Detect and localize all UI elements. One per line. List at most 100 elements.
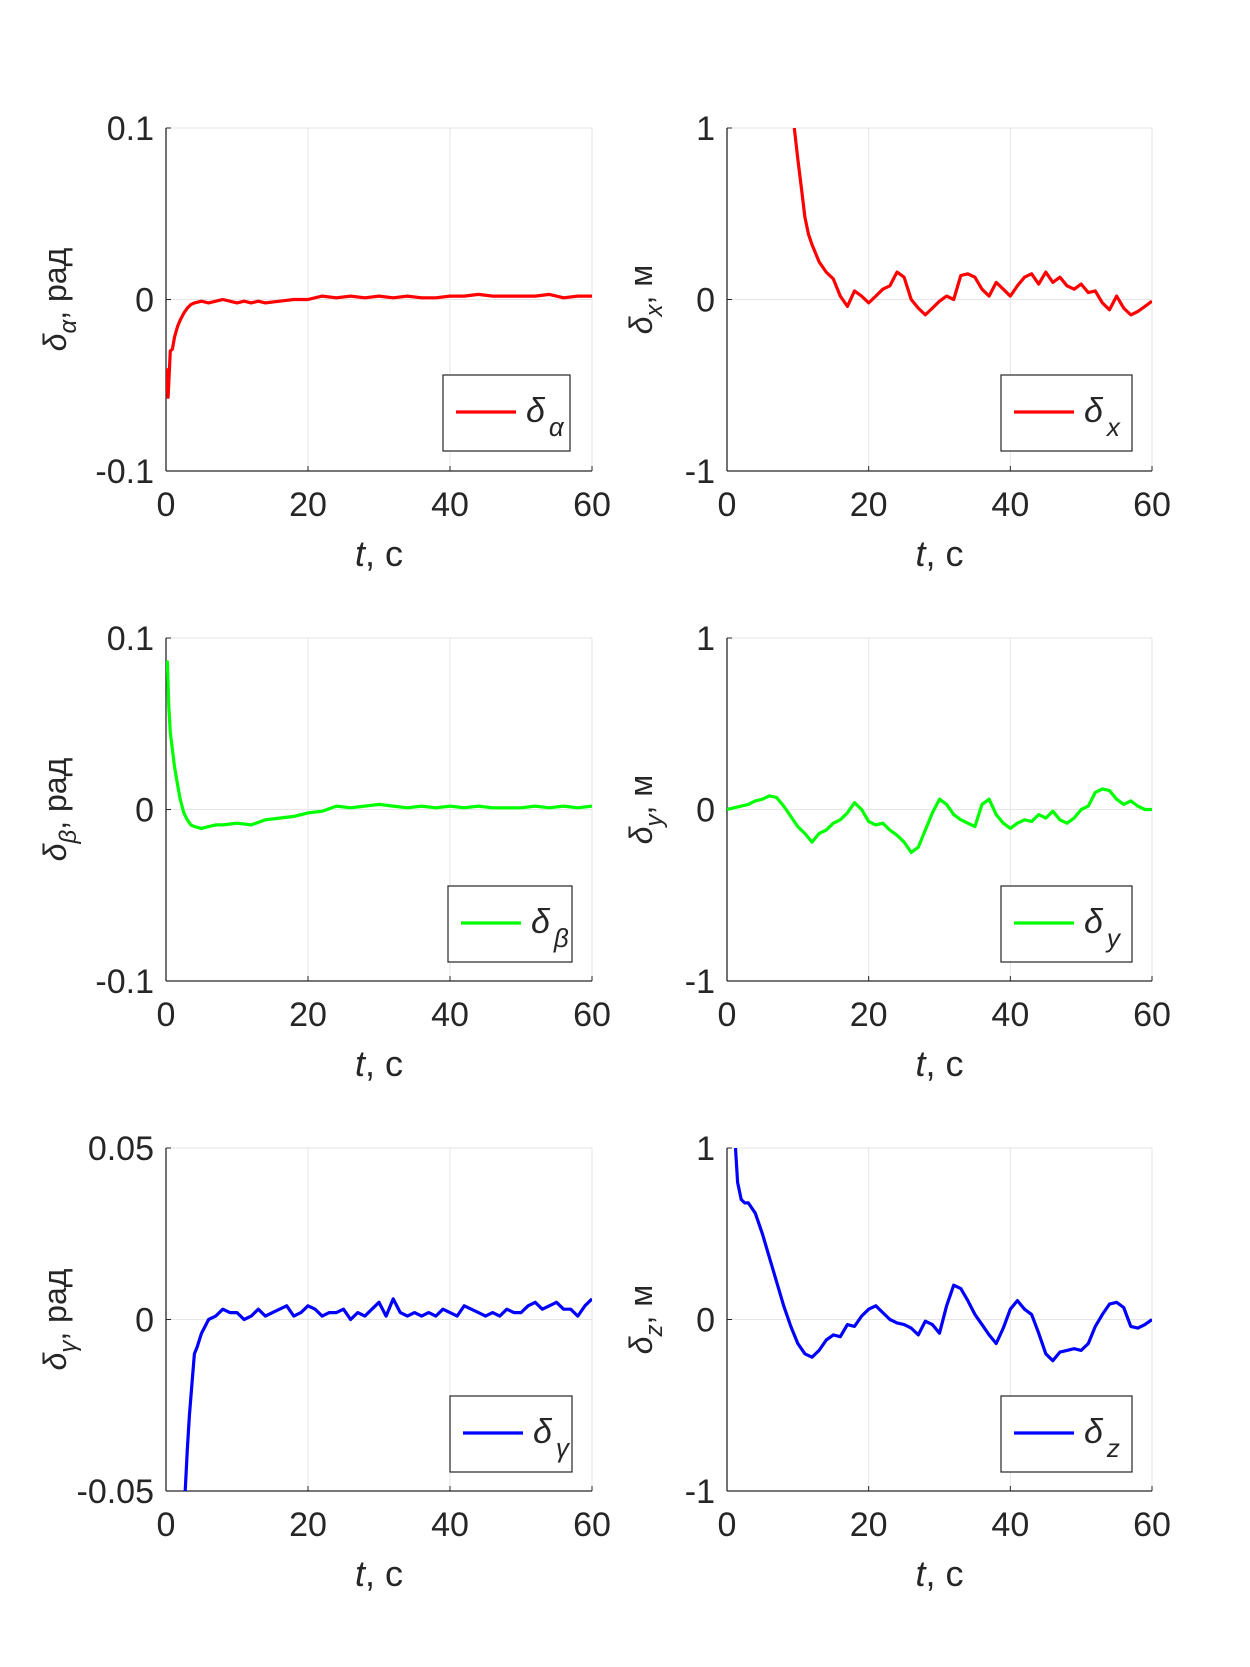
x-axis-label-variable: t xyxy=(915,1043,927,1084)
y-axis-label-unit: , м xyxy=(623,1285,659,1325)
y-tick-label: -0.1 xyxy=(95,963,154,1001)
legend-label-subscript: γ xyxy=(556,1433,571,1463)
x-axis-label: t, c xyxy=(355,1553,403,1594)
x-axis-label-unit: , c xyxy=(365,1553,403,1594)
x-axis-label-unit: , c xyxy=(926,1553,964,1594)
y-tick-label: 0 xyxy=(135,792,154,830)
y-axis-label-symbol: δ xyxy=(623,1335,659,1354)
legend-label-symbol: δ xyxy=(1084,1413,1104,1451)
legend-label-symbol: δ xyxy=(1084,903,1104,941)
x-axis-label: t, c xyxy=(915,533,963,574)
y-tick-label: -0.05 xyxy=(77,1473,155,1511)
y-tick-label: -1 xyxy=(685,1473,715,1511)
x-tick-label: 0 xyxy=(718,996,737,1034)
y-tick-label: 0 xyxy=(135,282,154,320)
x-tick-label: 0 xyxy=(718,1506,737,1544)
x-axis-label: t, c xyxy=(915,1553,963,1594)
y-tick-label: 0.05 xyxy=(88,1130,154,1168)
y-tick-label: 1 xyxy=(696,1130,715,1168)
series-line-1 xyxy=(792,128,1152,317)
y-axis-label-symbol: δ xyxy=(37,842,73,861)
y-axis-label-subscript: z xyxy=(641,1325,668,1338)
y-axis-label-symbol: δ xyxy=(37,332,73,351)
y-axis-label-symbol: δ xyxy=(623,825,659,844)
y-tick-label: 1 xyxy=(696,110,715,148)
legend-label-subscript: α xyxy=(549,412,565,442)
x-tick-label: 20 xyxy=(850,996,888,1034)
y-axis-label: δy, м xyxy=(623,775,668,845)
series-line-1 xyxy=(166,660,592,831)
x-axis-label-variable: t xyxy=(915,1553,927,1594)
x-tick-label: 40 xyxy=(431,486,469,524)
x-axis-label-unit: , c xyxy=(926,533,964,574)
series-line-1 xyxy=(183,1297,592,1491)
y-tick-label: 0 xyxy=(696,282,715,320)
y-tick-label: 0.1 xyxy=(107,620,154,658)
x-tick-label: 20 xyxy=(289,486,327,524)
y-axis-label-subscript: x xyxy=(641,304,668,318)
x-tick-label: 20 xyxy=(850,1506,888,1544)
y-tick-label: 0 xyxy=(135,1302,154,1340)
y-axis-label-symbol: δ xyxy=(623,315,659,334)
y-axis-label-symbol: δ xyxy=(37,1351,73,1370)
y-tick-label: 1 xyxy=(696,620,715,658)
y-axis-label-unit: , рад xyxy=(37,247,73,319)
x-tick-label: 20 xyxy=(289,996,327,1034)
legend-label-subscript: x xyxy=(1105,412,1121,442)
y-axis-label-subscript: α xyxy=(55,318,82,333)
series-line-1 xyxy=(166,292,592,399)
x-axis-label-variable: t xyxy=(355,1553,367,1594)
x-axis-label-unit: , c xyxy=(926,1043,964,1084)
x-axis-label-variable: t xyxy=(355,1043,367,1084)
x-tick-label: 60 xyxy=(1133,996,1171,1034)
y-axis-label: δα, рад xyxy=(37,247,82,351)
series-line-1 xyxy=(727,787,1152,855)
x-tick-label: 40 xyxy=(991,486,1029,524)
legend-label-symbol: δ xyxy=(533,1413,553,1451)
y-axis-label: δβ, рад xyxy=(37,757,82,861)
legend-label-subscript: β xyxy=(553,923,569,953)
y-tick-label: 0.1 xyxy=(107,110,154,148)
y-tick-label: 0 xyxy=(696,1302,715,1340)
y-axis-label-unit: , рад xyxy=(37,757,73,829)
y-axis-label-subscript: β xyxy=(55,829,82,844)
x-tick-label: 60 xyxy=(1133,1506,1171,1544)
y-axis-label-unit: , м xyxy=(623,265,659,305)
y-axis-label-unit: , м xyxy=(623,775,659,815)
x-tick-label: 0 xyxy=(157,1506,176,1544)
y-tick-label: 0 xyxy=(696,792,715,830)
y-tick-label: -0.1 xyxy=(95,453,154,491)
x-tick-label: 20 xyxy=(850,486,888,524)
x-axis-label: t, c xyxy=(355,1043,403,1084)
x-tick-label: 40 xyxy=(991,996,1029,1034)
legend-label-symbol: δ xyxy=(526,392,546,430)
x-tick-label: 60 xyxy=(573,1506,611,1544)
x-axis-label-variable: t xyxy=(915,533,927,574)
x-tick-label: 0 xyxy=(157,486,176,524)
legend-label-symbol: δ xyxy=(531,903,551,941)
series-line-1 xyxy=(733,1148,1152,1363)
y-axis-label: δz, м xyxy=(623,1285,668,1355)
y-tick-label: -1 xyxy=(685,963,715,1001)
y-tick-label: -1 xyxy=(685,453,715,491)
y-axis-label: δx, м xyxy=(623,265,668,335)
x-tick-label: 0 xyxy=(718,486,737,524)
y-axis-label: δγ, рад xyxy=(37,1268,82,1370)
x-tick-label: 60 xyxy=(573,486,611,524)
x-tick-label: 40 xyxy=(431,1506,469,1544)
y-axis-label-unit: , рад xyxy=(37,1268,73,1340)
x-axis-label: t, c xyxy=(355,533,403,574)
